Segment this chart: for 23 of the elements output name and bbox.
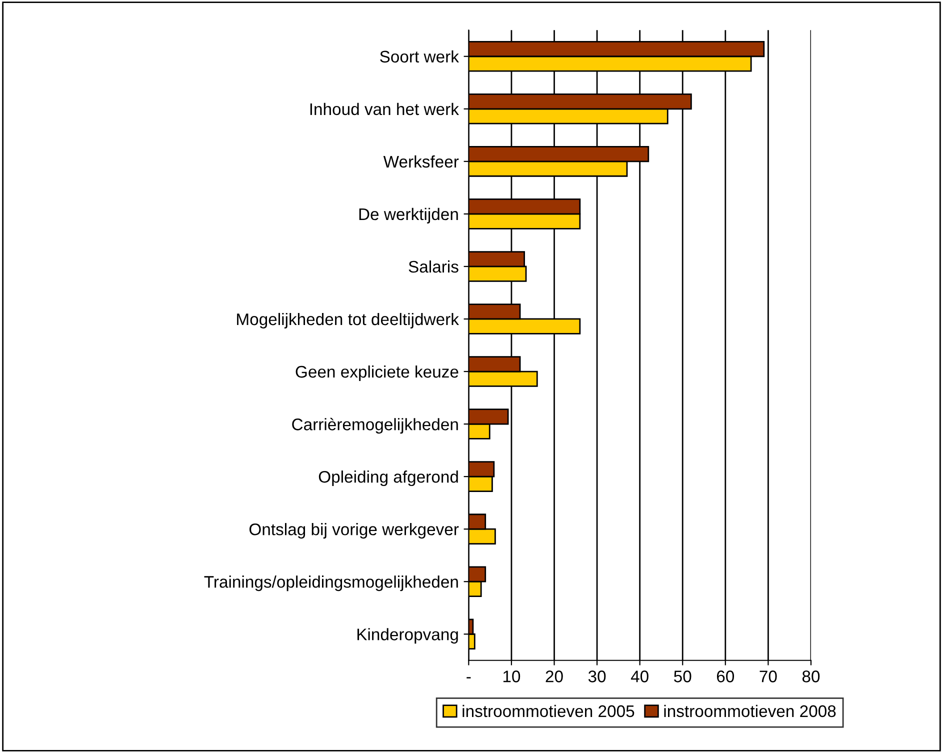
y-tick-label: Kinderopvang xyxy=(357,628,458,644)
x-tick-label: 10 xyxy=(503,670,520,682)
y-tick-label: Werksfeer xyxy=(383,155,459,168)
y-tick-label: Soort werk xyxy=(380,50,459,63)
x-tick-label: 20 xyxy=(546,670,563,682)
y-tick-label: Geen expliciete keuze xyxy=(296,365,458,382)
x-tick-label: 40 xyxy=(630,670,648,682)
x-tick-label: 80 xyxy=(802,670,820,682)
x-tick-label: - xyxy=(466,677,471,678)
y-tick-label: Carrièremogelijkheden xyxy=(292,418,458,434)
x-tick-label: 70 xyxy=(760,670,777,682)
x-tick-label: 30 xyxy=(588,670,606,682)
y-tick-label: Inhoud van het werk xyxy=(310,102,459,116)
y-tick-label: Trainings/opleidingsmogelijkheden xyxy=(204,576,458,592)
y-tick-label: Mogelijkheden tot deeltijdwerk xyxy=(237,312,459,328)
y-tick-label: Salaris xyxy=(408,260,458,273)
legend-label: instroommotieven 2005 xyxy=(462,704,634,718)
legend-label: instroommotieven 2008 xyxy=(664,704,836,718)
x-tick-label: 50 xyxy=(674,670,692,682)
y-tick-label: De werktijden xyxy=(359,208,458,224)
y-tick-label: Opleiding afgerond xyxy=(318,470,458,486)
y-tick-label: Ontslag bij vorige werkgever xyxy=(249,523,459,539)
x-tick-label: 60 xyxy=(716,670,734,682)
